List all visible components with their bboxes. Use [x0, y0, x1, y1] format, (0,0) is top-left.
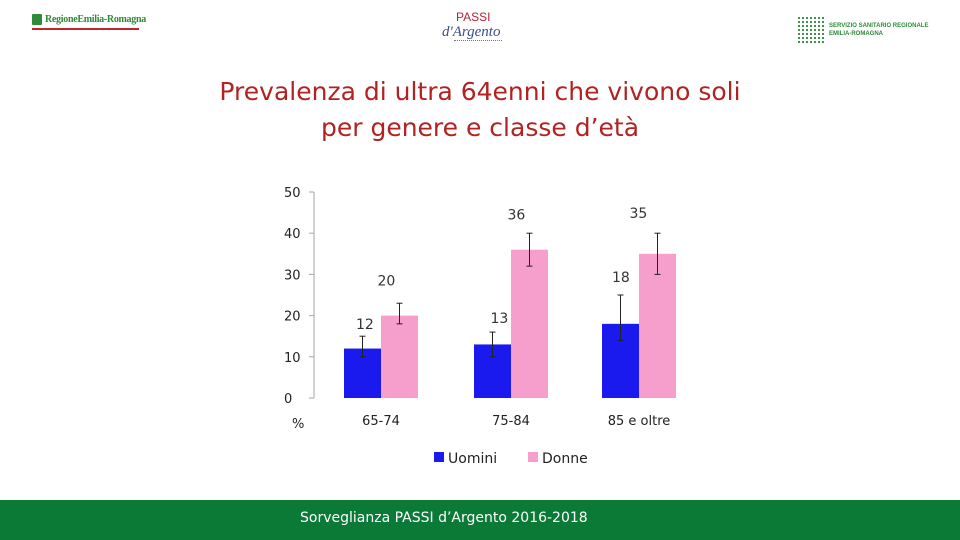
data-label: 35 — [630, 206, 648, 222]
data-label: 36 — [508, 208, 526, 224]
y-tick-label: 10 — [284, 351, 301, 366]
legend-label-uomini: Uomini — [448, 451, 497, 467]
legend-swatch-uomini — [434, 452, 444, 462]
header: RegioneEmilia-Romagna PASSI d'Argento SE… — [0, 0, 960, 60]
passi-logo-line2: d'Argento — [442, 24, 501, 40]
y-tick-label: 50 — [284, 186, 301, 201]
region-emblem-icon — [32, 14, 42, 25]
y-tick-label: 40 — [284, 227, 301, 242]
x-tick-label: 85 e oltre — [608, 414, 671, 429]
x-tick-label: 75-84 — [492, 414, 530, 429]
footer-text: Sorveglianza PASSI d’Argento 2016-2018 — [300, 510, 588, 526]
ssr-logo-line1: SERVIZIO SANITARIO REGIONALE — [829, 23, 929, 29]
slide-title: Prevalenza di ultra 64enni che vivono so… — [0, 74, 960, 146]
bar-donne-2 — [511, 249, 548, 398]
ssr-logo-line2: EMILIA-ROMAGNA — [829, 31, 883, 37]
y-tick-label: 30 — [284, 268, 301, 283]
bar-donne-3 — [639, 253, 676, 398]
footer-bar: Sorveglianza PASSI d’Argento 2016-2018 — [0, 500, 960, 540]
passi-argento-logo: PASSI d'Argento — [440, 8, 520, 48]
passi-logo-scribble — [454, 40, 502, 44]
dot-grid-icon — [797, 16, 825, 44]
bar-donne-1 — [381, 315, 418, 398]
slide-title-line1: Prevalenza di ultra 64enni che vivono so… — [219, 77, 741, 106]
y-tick-label: 20 — [284, 310, 301, 325]
legend-swatch-donne — [528, 452, 538, 462]
legend-label-donne: Donne — [542, 451, 588, 467]
data-label: 18 — [612, 270, 630, 286]
x-tick-label: 65-74 — [362, 414, 400, 429]
region-logo-underline — [32, 28, 139, 30]
data-label: 13 — [491, 311, 509, 327]
region-logo-text: RegioneEmilia-Romagna — [45, 14, 146, 25]
passi-logo-line1: PASSI — [456, 10, 491, 24]
y-tick-label: 0 — [284, 392, 292, 407]
y-axis-unit: % — [292, 417, 304, 432]
region-logo: RegioneEmilia-Romagna — [32, 14, 146, 30]
ssr-logo: SERVIZIO SANITARIO REGIONALE EMILIA-ROMA… — [797, 16, 928, 44]
data-label: 12 — [356, 317, 374, 333]
bar-chart: 0 10 20 30 40 50% 12 20 65-74 13 36 75-84 18 35 85 e o… — [284, 186, 676, 467]
slide-title-line2: per genere e classe d’età — [320, 113, 640, 142]
ssr-logo-text: SERVIZIO SANITARIO REGIONALE EMILIA-ROMA… — [829, 22, 928, 38]
data-label: 20 — [378, 274, 396, 290]
